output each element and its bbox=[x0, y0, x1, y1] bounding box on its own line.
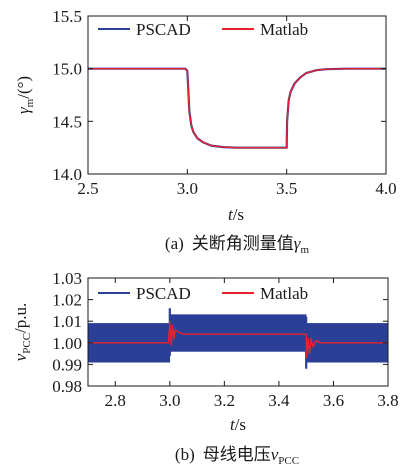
panel-a-xtick-label: 4.0 bbox=[375, 179, 396, 198]
panel-a-caption: (a) 关断角测量值γm bbox=[165, 234, 310, 256]
panel-a-series-matlab-line bbox=[88, 68, 386, 149]
panel-b-xtick-label: 3.6 bbox=[323, 391, 344, 410]
panel-a-xtick-label: 3.0 bbox=[177, 179, 198, 198]
panel-b-ticks: 2.8 3.0 3.2 3.4 3.6 3.8 0.98 0.99 1.00 1.01 1.02 1.… bbox=[52, 269, 398, 410]
panel-a: 2.5 3.0 3.5 4.0 14.0 14.5 15.0 15.5 PSCAD Matla… bbox=[14, 7, 397, 256]
panel-b-frame bbox=[87, 277, 389, 387]
panel-b-y-axis-label: vPCC/p.u. bbox=[11, 303, 33, 362]
legend-b-matlab-label: Matlab bbox=[260, 284, 308, 303]
panel-a-y-axis-label: γm/(°) bbox=[14, 76, 36, 114]
panel-b-series-pscad-band bbox=[87, 314, 389, 363]
panel-b-x-axis-label: t/s bbox=[230, 415, 246, 434]
panel-a-ytick-label: 15.5 bbox=[52, 7, 82, 26]
panel-a-legend: PSCAD Matlab bbox=[98, 20, 308, 39]
panel-b-ytick-label: 0.99 bbox=[52, 355, 82, 374]
panel-a-xtick-label: 2.5 bbox=[77, 179, 98, 198]
panel-a-plot-area bbox=[88, 67, 386, 149]
panel-b-xtick-label: 3.2 bbox=[214, 391, 235, 410]
panel-b: 2.8 3.0 3.2 3.4 3.6 3.8 0.98 0.99 1.00 1.01 1.02 1.… bbox=[11, 269, 399, 467]
panel-a-xtick-label: 3.5 bbox=[276, 179, 297, 198]
panel-b-ytick-label: 0.98 bbox=[52, 377, 82, 396]
panel-a-frame bbox=[87, 15, 387, 175]
panel-b-legend: PSCAD Matlab bbox=[98, 284, 308, 303]
panel-b-ytick-label: 1.02 bbox=[52, 291, 82, 310]
legend-a-pscad-label: PSCAD bbox=[136, 20, 191, 39]
panel-b-caption: (b) 母线电压vPCC bbox=[175, 445, 299, 467]
panel-b-ytick-label: 1.01 bbox=[52, 312, 82, 331]
panel-a-ticks: 2.5 3.0 3.5 4.0 14.0 14.5 15.0 15.5 bbox=[52, 7, 396, 198]
panel-a-ytick-label: 14.0 bbox=[52, 165, 82, 184]
panel-a-ytick-label: 15.0 bbox=[52, 60, 82, 79]
panel-b-xtick-label: 3.0 bbox=[159, 391, 180, 410]
panel-b-series-matlab-line bbox=[88, 320, 388, 359]
panel-b-xtick-label: 2.8 bbox=[105, 391, 126, 410]
legend-a-matlab-label: Matlab bbox=[260, 20, 308, 39]
panel-b-ytick-label: 1.03 bbox=[52, 269, 82, 288]
panel-a-ytick-label: 14.5 bbox=[52, 112, 82, 131]
panel-b-xtick-label: 3.8 bbox=[377, 391, 398, 410]
panel-b-plot-area bbox=[87, 308, 389, 369]
legend-b-pscad-label: PSCAD bbox=[136, 284, 191, 303]
panel-a-series-pscad-line bbox=[88, 67, 386, 149]
panel-a-x-axis-label: t/s bbox=[228, 205, 244, 224]
panel-b-ytick-label: 1.00 bbox=[52, 334, 82, 353]
panel-b-xtick-label: 3.4 bbox=[268, 391, 290, 410]
